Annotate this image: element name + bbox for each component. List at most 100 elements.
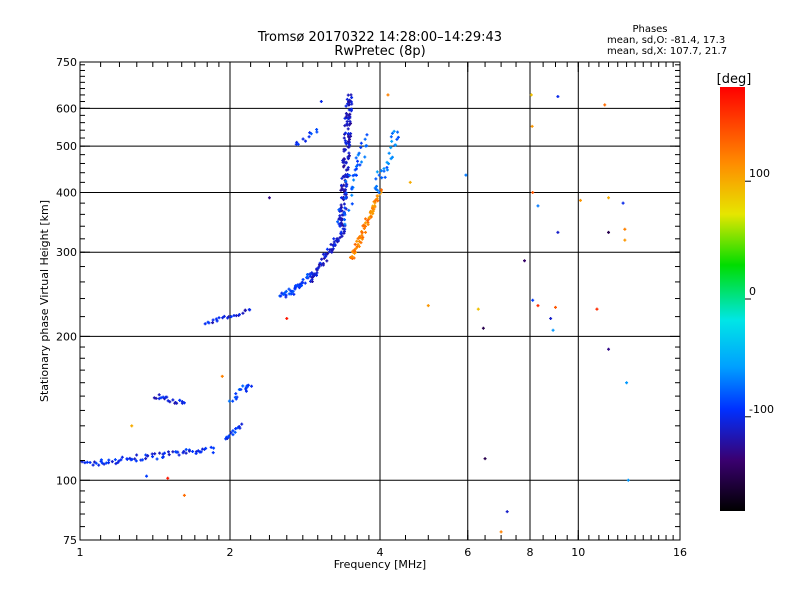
- data-point: [307, 135, 311, 139]
- data-point: [198, 450, 202, 454]
- data-point: [338, 236, 342, 240]
- data-point: [344, 115, 348, 119]
- data-point: [342, 229, 346, 233]
- data-point: [531, 190, 535, 194]
- data-point: [100, 461, 104, 465]
- data-point: [347, 135, 351, 139]
- data-point: [157, 397, 161, 401]
- data-point: [347, 132, 351, 136]
- data-point: [332, 237, 336, 241]
- data-point: [337, 208, 341, 212]
- data-point: [184, 451, 188, 455]
- data-point: [284, 293, 288, 297]
- data-point: [343, 222, 347, 226]
- data-point: [578, 198, 582, 202]
- data-point: [337, 222, 341, 226]
- data-point: [91, 463, 95, 467]
- data-point: [166, 399, 170, 403]
- data-point: [217, 316, 221, 320]
- data-point: [556, 230, 560, 234]
- data-point: [304, 139, 308, 143]
- data-point: [332, 240, 336, 244]
- data-point: [141, 458, 145, 462]
- data-point: [237, 313, 241, 317]
- data-point: [285, 316, 289, 320]
- data-point: [182, 493, 186, 497]
- data-point: [344, 131, 348, 135]
- data-point: [324, 253, 328, 257]
- data-point: [556, 95, 560, 99]
- data-point: [300, 281, 304, 285]
- y-axis-label: Stationary phase Virtual Height [km]: [38, 200, 51, 402]
- data-point: [354, 246, 358, 250]
- data-point: [345, 120, 349, 124]
- colorbar-label: [deg]: [717, 72, 752, 87]
- data-point: [523, 259, 527, 263]
- data-point: [130, 457, 134, 461]
- data-point: [505, 510, 509, 514]
- data-point: [120, 455, 124, 459]
- data-point: [359, 141, 363, 145]
- data-point: [88, 461, 92, 465]
- data-point: [352, 256, 356, 260]
- data-point: [344, 195, 348, 199]
- data-point: [363, 137, 367, 141]
- data-point: [340, 176, 344, 180]
- data-point: [291, 290, 295, 294]
- data-point: [154, 396, 158, 400]
- data-point: [341, 160, 345, 164]
- data-point: [303, 281, 307, 285]
- data-point: [394, 143, 398, 147]
- data-point: [390, 155, 394, 159]
- data-point: [346, 166, 350, 170]
- data-point: [344, 161, 348, 165]
- data-point: [289, 292, 293, 296]
- data-point: [396, 135, 400, 139]
- data-point: [153, 452, 157, 456]
- data-point: [483, 457, 487, 461]
- data-point: [389, 135, 393, 139]
- data-point: [220, 374, 224, 378]
- data-point: [325, 247, 329, 251]
- data-point: [362, 223, 366, 227]
- data-point: [346, 93, 350, 97]
- data-point: [346, 127, 350, 131]
- y-tick-labels: 75 100 200 300 400 500 600 750: [56, 56, 77, 547]
- data-point: [239, 387, 243, 391]
- data-point: [187, 449, 191, 453]
- data-point: [221, 316, 225, 320]
- data-point: [182, 401, 186, 405]
- data-point: [623, 227, 627, 231]
- data-point: [344, 191, 348, 195]
- data-point: [392, 129, 396, 133]
- data-point: [396, 130, 400, 134]
- data-point: [240, 422, 244, 426]
- data-point: [553, 305, 557, 309]
- axis-ticks: [79, 61, 681, 541]
- colorbar: [720, 87, 745, 511]
- data-point: [267, 196, 271, 200]
- data-point: [348, 98, 352, 102]
- data-point: [347, 108, 351, 112]
- data-point: [151, 455, 155, 459]
- data-point: [301, 137, 305, 141]
- data-point: [366, 219, 370, 223]
- data-point: [390, 131, 394, 135]
- data-point: [125, 457, 129, 461]
- data-point: [377, 191, 381, 195]
- data-point: [359, 145, 363, 149]
- y-tick-label: 750: [56, 56, 77, 69]
- data-point: [341, 227, 345, 231]
- y-tick-label: 100: [56, 474, 77, 487]
- x-tick-label: 2: [227, 546, 234, 559]
- data-point: [364, 230, 368, 234]
- data-point: [621, 201, 625, 205]
- data-point: [144, 457, 148, 461]
- data-point: [464, 173, 468, 177]
- data-point: [241, 384, 245, 388]
- data-point: [360, 230, 364, 234]
- data-point: [339, 196, 343, 200]
- data-point: [93, 460, 97, 464]
- data-point: [350, 202, 354, 206]
- data-point: [244, 387, 248, 391]
